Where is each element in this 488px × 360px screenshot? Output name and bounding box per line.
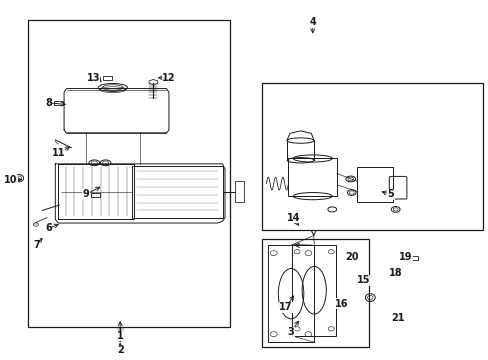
Text: 20: 20 xyxy=(345,252,358,262)
Bar xyxy=(103,76,112,80)
Text: 6: 6 xyxy=(45,224,52,233)
Bar xyxy=(234,181,244,202)
Bar xyxy=(292,244,335,336)
Text: 8: 8 xyxy=(45,98,52,108)
Bar xyxy=(54,101,63,105)
Bar xyxy=(409,256,417,260)
Text: 7: 7 xyxy=(33,239,40,249)
Text: 3: 3 xyxy=(287,327,294,337)
Polygon shape xyxy=(55,164,224,223)
Text: 19: 19 xyxy=(398,252,411,262)
Text: 13: 13 xyxy=(86,73,100,83)
Text: 5: 5 xyxy=(386,189,393,199)
Text: 9: 9 xyxy=(82,189,89,199)
Bar xyxy=(58,164,134,220)
Text: 1: 1 xyxy=(117,331,123,341)
Text: 14: 14 xyxy=(286,213,300,222)
Text: 2: 2 xyxy=(117,345,123,355)
Text: 11: 11 xyxy=(51,148,65,158)
Bar xyxy=(261,83,483,230)
Bar xyxy=(132,166,222,218)
Bar xyxy=(267,245,314,342)
Text: 15: 15 xyxy=(357,275,370,285)
Bar xyxy=(27,21,229,327)
Text: 16: 16 xyxy=(335,299,348,309)
Bar xyxy=(91,193,100,197)
Text: 21: 21 xyxy=(390,313,404,323)
Text: 18: 18 xyxy=(388,268,402,278)
Bar xyxy=(356,167,392,202)
Bar xyxy=(288,158,336,196)
Text: 12: 12 xyxy=(162,73,175,83)
Text: 4: 4 xyxy=(309,17,316,27)
Text: 10: 10 xyxy=(4,175,17,185)
Text: 17: 17 xyxy=(279,302,292,312)
Bar xyxy=(261,239,368,347)
